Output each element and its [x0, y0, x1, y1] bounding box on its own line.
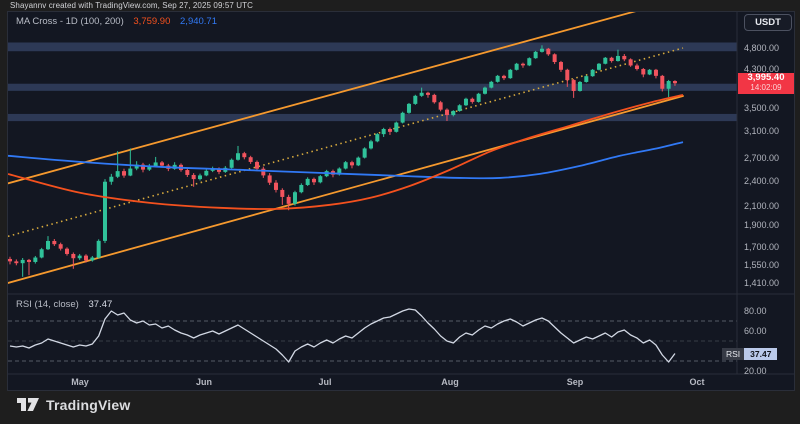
currency-toggle-button[interactable]: USDT [744, 14, 792, 31]
last-price-value: 3,995.40 [747, 72, 785, 84]
trend-channel [8, 12, 684, 284]
rsi-title: RSI [16, 299, 32, 310]
ma200-line [8, 141, 684, 180]
price-zone-band [8, 42, 737, 52]
rsi-pane [8, 308, 737, 363]
last-price-tag: 3,995.40 14:02:09 [738, 72, 794, 94]
ma200-value: 2,940.71 [180, 16, 217, 27]
ma100-value: 3,759.90 [133, 16, 171, 27]
bar-countdown: 14:02:09 [750, 83, 782, 93]
time-axis[interactable] [8, 374, 794, 390]
tradingview-logo-icon [17, 398, 39, 411]
tradingview-logo-text: TradingView [46, 396, 131, 413]
price-zone-band [8, 113, 737, 122]
candles-layer [8, 45, 677, 277]
moving-averages-layer [8, 94, 684, 210]
channel-upper-line [8, 12, 637, 185]
support-resistance-bands [8, 42, 737, 122]
ma100-line [8, 94, 684, 210]
pane-separator-handle[interactable] [8, 291, 737, 298]
indicator-params: (100, 200) [80, 16, 124, 27]
rsi-legend: RSI (14, close) 37.47 [16, 299, 112, 310]
legend-separator: - [59, 16, 63, 27]
rsi-line [9, 308, 676, 363]
rsi-tag-value: 37.47 [744, 347, 778, 360]
indicator-interval: 1D [65, 16, 78, 27]
chart-plot-area[interactable] [8, 12, 794, 390]
price-zone-band [8, 83, 737, 91]
chart-widget: MA Cross - 1D (100, 200) 3,759.90 2,940.… [8, 12, 794, 390]
channel-median-dotted-line [8, 47, 684, 238]
tradingview-logo[interactable]: TradingView [16, 394, 130, 415]
price-axis[interactable] [737, 12, 794, 374]
rsi-axis-tag: RSI 37.47 [722, 347, 778, 360]
rsi-params: (14, close) [34, 299, 79, 310]
ma-cross-legend: MA Cross - 1D (100, 200) 3,759.90 2,940.… [16, 16, 217, 27]
rsi-tag-label: RSI [722, 347, 745, 360]
rsi-legend-value: 37.47 [88, 299, 113, 310]
channel-lower-line [8, 95, 684, 284]
indicator-title: MA Cross [16, 16, 58, 27]
attribution-text: Shayannv created with TradingView.com, S… [10, 1, 253, 10]
